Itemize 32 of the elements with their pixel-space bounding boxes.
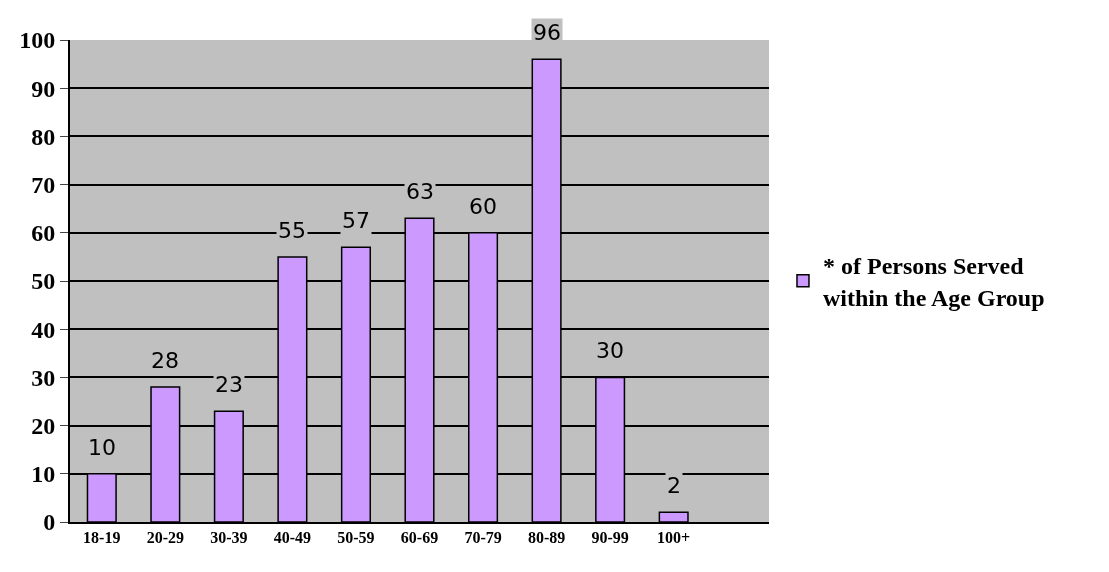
y-tick-label: 100 <box>19 27 56 54</box>
x-tick-label: 80-89 <box>527 529 566 547</box>
y-tick-label: 70 <box>31 172 56 198</box>
data-label: 60 <box>469 194 497 219</box>
data-label: 10 <box>88 435 116 460</box>
data-label: 57 <box>342 208 370 233</box>
y-tick-label: 90 <box>31 75 56 102</box>
x-tick-label: 40-49 <box>273 529 312 547</box>
data-label: 28 <box>151 348 179 373</box>
x-tick-label: 18-19 <box>83 529 121 547</box>
x-tick-label: 70-79 <box>464 529 502 547</box>
x-tick-label: 90-99 <box>591 529 629 547</box>
legend-label: * of Persons Served within the Age Group <box>822 253 1045 311</box>
data-label: 96 <box>533 20 561 45</box>
x-tick-label: 50-59 <box>337 529 375 547</box>
x-tick-label: 20-29 <box>146 529 184 547</box>
y-tick-label: 0 <box>43 509 56 536</box>
y-tick-label: 50 <box>31 268 56 295</box>
y-tick-label: 60 <box>31 220 56 247</box>
data-label: 63 <box>406 179 434 204</box>
data-label: 2 <box>667 473 681 498</box>
y-tick-label: 40 <box>31 316 56 343</box>
data-label: 55 <box>278 218 306 243</box>
data-label: 30 <box>596 338 624 363</box>
y-tick-label: 20 <box>31 413 56 439</box>
x-tick-label: 60-69 <box>400 529 439 547</box>
y-tick-label: 30 <box>31 364 56 391</box>
data-label: 23 <box>215 372 243 397</box>
x-tick-label: 30-39 <box>210 529 248 547</box>
y-tick-label: 80 <box>31 123 56 150</box>
y-tick-label: 10 <box>31 461 56 488</box>
x-tick-label: 100+ <box>657 529 691 547</box>
